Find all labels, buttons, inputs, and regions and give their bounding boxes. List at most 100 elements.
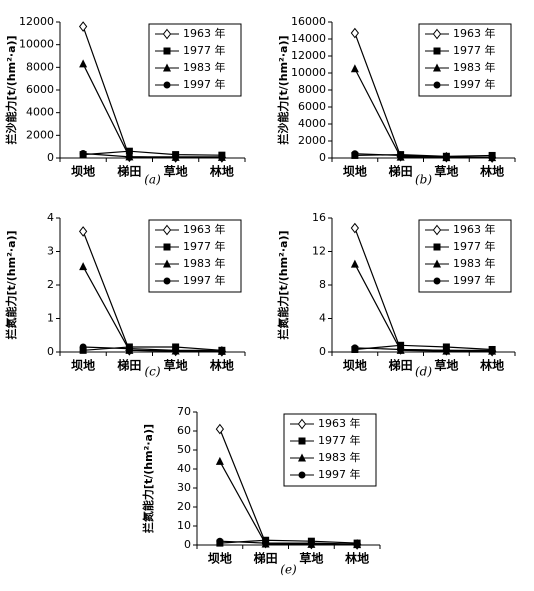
y-axis-label: 拦沙能力[t/(hm²·a)] [4, 35, 18, 144]
y-axis-label: 拦氮能力[t/(hm²·a)] [4, 230, 18, 339]
y-axis-label: 拦沙能力[t/(hm²·a)] [276, 35, 290, 144]
x-tick-label: 坝地 [71, 358, 95, 373]
marker [79, 149, 87, 157]
legend-marker [163, 277, 171, 285]
legend-marker [298, 471, 306, 479]
y-tick-label: 16000 [291, 15, 326, 28]
x-tick-label: 坝地 [208, 551, 232, 566]
y-tick-label: 0 [319, 151, 326, 164]
marker [442, 153, 450, 161]
y-tick-label: 12000 [19, 15, 54, 28]
y-tick-label: 10000 [291, 66, 326, 79]
marker [125, 153, 133, 161]
legend-label: 1997 年 [453, 77, 496, 91]
legend-marker [432, 224, 442, 236]
legend-label: 1977 年 [183, 239, 226, 253]
series-line [219, 461, 358, 546]
y-tick-label: 12 [312, 245, 326, 258]
y-tick-label: 2 [47, 278, 54, 291]
legend-marker [433, 63, 441, 72]
y-tick-label: 20 [177, 500, 191, 513]
y-tick-label: 1 [47, 312, 54, 325]
x-tick-label: 林地 [210, 164, 234, 179]
legend-label: 1997 年 [183, 77, 226, 91]
legend-marker [432, 28, 442, 40]
y-tick-label: 0 [184, 538, 191, 551]
legend-label: 1963 年 [183, 26, 226, 40]
x-tick-label: 林地 [210, 358, 234, 373]
marker [79, 59, 88, 68]
series-line [82, 266, 222, 352]
x-tick-label: 梯田 [254, 551, 278, 566]
legend-marker [433, 243, 441, 251]
marker [488, 153, 496, 161]
y-tick-label: 0 [47, 345, 54, 358]
marker [351, 150, 359, 158]
legend-marker [163, 47, 171, 55]
x-tick-label: 林地 [480, 358, 504, 373]
y-tick-label: 16 [312, 211, 326, 224]
marker [397, 345, 405, 353]
legend-marker [433, 259, 441, 268]
series-line [83, 150, 222, 156]
y-tick-label: 10000 [19, 38, 54, 51]
y-tick-label: 8 [319, 278, 326, 291]
legend-marker [298, 453, 306, 462]
y-tick-label: 4000 [298, 117, 326, 130]
series-line [83, 346, 222, 351]
y-tick-label: 6000 [298, 100, 326, 113]
x-tick-label: 坝地 [343, 164, 367, 179]
x-tick-label: 梯田 [117, 164, 141, 179]
marker [350, 27, 360, 39]
x-tick-label: 坝地 [71, 164, 95, 179]
marker [350, 259, 359, 268]
y-axis-label: 拦氮能力[t/(hm²·a)] [276, 230, 290, 339]
legend-label: 1963 年 [453, 26, 496, 40]
legend-marker [163, 243, 171, 251]
series-line [219, 540, 358, 545]
marker [216, 537, 224, 545]
y-tick-label: 0 [319, 345, 326, 358]
legend-label: 1983 年 [453, 256, 496, 270]
y-axis-label: 拦氮能力[t/(hm²·a)] [141, 424, 155, 533]
x-tick-label: 梯田 [117, 358, 141, 373]
x-tick-label: 草地 [164, 358, 188, 373]
marker [397, 341, 405, 349]
x-tick-label: 林地 [480, 164, 504, 179]
legend-label: 1983 年 [318, 450, 361, 464]
y-tick-label: 8000 [298, 83, 326, 96]
legend-marker [298, 437, 306, 445]
legend-label: 1983 年 [183, 60, 226, 74]
legend-marker [433, 81, 441, 89]
legend-marker [433, 277, 441, 285]
marker [351, 344, 359, 352]
marker [78, 21, 88, 32]
series-line [354, 263, 493, 352]
legend-marker [163, 81, 171, 89]
marker [79, 343, 87, 351]
marker [125, 345, 133, 353]
y-tick-label: 4 [47, 211, 54, 224]
legend-marker [163, 259, 171, 268]
marker [353, 540, 361, 548]
caption: (b) [415, 173, 432, 187]
legend-label: 1983 年 [183, 256, 226, 270]
marker [125, 147, 133, 155]
series-line [83, 346, 222, 351]
y-tick-label: 2000 [298, 134, 326, 147]
y-tick-label: 40 [177, 462, 191, 475]
marker [350, 64, 359, 73]
y-tick-label: 6000 [26, 83, 54, 96]
x-tick-label: 草地 [299, 551, 323, 566]
marker [172, 346, 180, 354]
x-tick-label: 林地 [345, 551, 369, 566]
marker [488, 346, 496, 354]
marker [218, 346, 226, 354]
marker [307, 539, 315, 547]
y-tick-label: 70 [177, 405, 191, 418]
y-tick-label: 0 [47, 151, 54, 164]
series-line [354, 153, 493, 158]
legend-label: 1963 年 [453, 222, 496, 236]
legend-label: 1997 年 [183, 273, 226, 287]
